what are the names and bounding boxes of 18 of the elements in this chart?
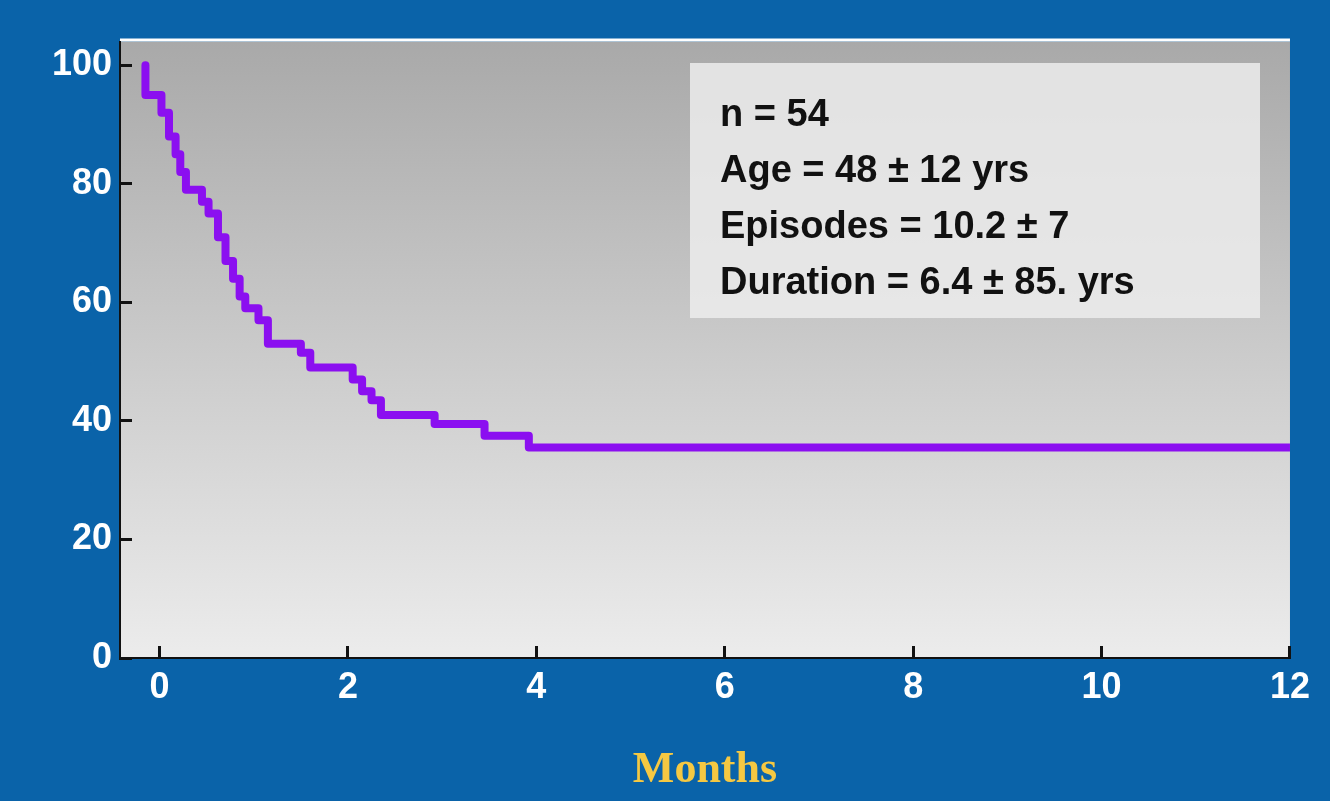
x-axis-title: Months — [632, 742, 778, 792]
x-tick-label: 6 — [714, 664, 735, 706]
annotation: n = 54 — [720, 91, 830, 136]
y-tick-label: 40 — [71, 397, 112, 439]
y-tick-label: 0 — [91, 634, 112, 676]
x-tick-label: 2 — [337, 664, 358, 706]
y-tick-label: 60 — [71, 279, 112, 321]
annotation: Duration = 6.4 ± 85. yrs — [720, 259, 1136, 304]
y-tick-label: 20 — [71, 516, 112, 558]
x-tick-label: 4 — [526, 664, 547, 706]
x-tick-label: 0 — [149, 664, 170, 706]
y-tick-label: 100 — [51, 42, 112, 84]
annotation: Episodes = 10.2 ± 7 — [720, 203, 1071, 248]
x-tick-label: 12 — [1269, 664, 1310, 706]
annotation: Age = 48 ± 12 yrs — [720, 147, 1031, 192]
x-tick-label: 10 — [1081, 664, 1122, 706]
x-tick-label: 8 — [903, 664, 924, 706]
y-tick-label: 80 — [71, 160, 112, 202]
